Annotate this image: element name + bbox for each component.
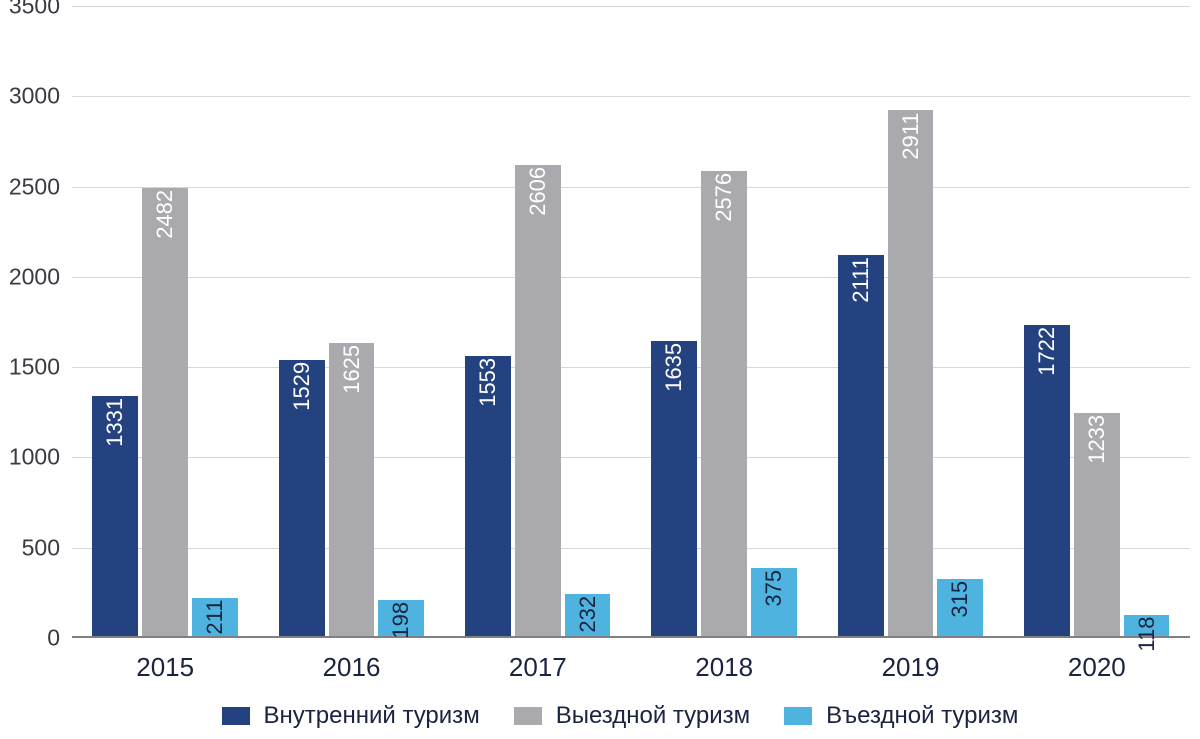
legend-label: Выездной туризм	[556, 702, 750, 730]
legend-swatch	[514, 707, 542, 725]
y-tick-label: 1500	[0, 354, 60, 381]
bar-value-label: 1331	[104, 398, 126, 457]
gridline	[72, 548, 1190, 549]
bar-value-label: 375	[763, 570, 785, 616]
bar-value-label: 2576	[713, 173, 735, 232]
bar-value-label: 1529	[291, 362, 313, 421]
gridline	[72, 367, 1190, 368]
bar-value-label: 2606	[527, 167, 549, 226]
legend-item: Внутренний туризм	[222, 702, 480, 730]
bar-value-label: 1635	[663, 343, 685, 402]
y-tick-label: 2500	[0, 173, 60, 200]
bar-value-label: 315	[949, 581, 971, 627]
legend: Внутренний туризм Выездной туризм Въездной…	[222, 702, 1019, 730]
bar-s2	[888, 110, 934, 636]
bar-value-label: 1553	[477, 358, 499, 417]
bar-value-label: 118	[1136, 617, 1158, 663]
bar-value-label: 1722	[1036, 327, 1058, 386]
gridline	[72, 187, 1190, 188]
bar-value-label: 1233	[1086, 415, 1108, 474]
legend-swatch	[222, 707, 250, 725]
y-tick-label: 1000	[0, 444, 60, 471]
bar-value-label: 2482	[154, 190, 176, 249]
gridline	[72, 6, 1190, 7]
x-tick-label: 2019	[882, 652, 940, 683]
legend-item: Выездной туризм	[514, 702, 750, 730]
bar-value-label: 232	[577, 596, 599, 642]
y-tick-label: 3500	[0, 0, 60, 20]
bar-value-label: 1625	[341, 345, 363, 404]
x-tick-label: 2018	[695, 652, 753, 683]
gridline	[72, 96, 1190, 97]
y-tick-label: 2000	[0, 263, 60, 290]
bar-s2	[515, 165, 561, 636]
legend-swatch	[784, 707, 812, 725]
gridline	[72, 457, 1190, 458]
y-tick-label: 500	[0, 534, 60, 561]
legend-label: Въездной туризм	[826, 702, 1018, 730]
y-tick-label: 0	[0, 625, 60, 652]
bar-value-label: 198	[390, 602, 412, 648]
tourism-bar-chart: 1331 2482 211 1529 1625 198 1553 2606 232 1635 257…	[0, 0, 1200, 739]
legend-label: Внутренний туризм	[264, 702, 480, 730]
bar-value-label: 211	[204, 600, 226, 646]
legend-item: Въездной туризм	[784, 702, 1018, 730]
bar-value-label: 2911	[900, 112, 922, 171]
x-tick-label: 2017	[509, 652, 567, 683]
x-tick-label: 2016	[323, 652, 381, 683]
plot-area: 1331248221115291625198155326062321635257…	[72, 6, 1190, 638]
bar-value-label: 2111	[850, 257, 872, 316]
bar-s2	[701, 171, 747, 636]
gridline	[72, 277, 1190, 278]
bar-s2	[142, 188, 188, 636]
x-tick-label: 2020	[1068, 652, 1126, 683]
x-tick-label: 2015	[136, 652, 194, 683]
y-tick-label: 3000	[0, 83, 60, 110]
